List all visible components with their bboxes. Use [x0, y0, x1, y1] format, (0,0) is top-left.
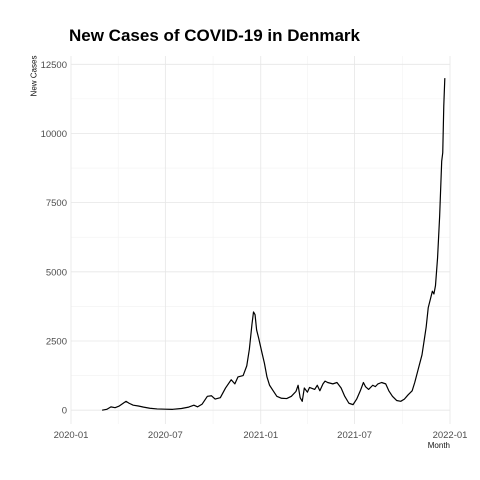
y-tick-label: 10000 [41, 129, 67, 140]
y-tick-label: 2500 [46, 336, 67, 347]
x-tick-label: 2020-07 [148, 430, 183, 441]
x-tick-labels: 2020-01 2020-07 2021-01 2021-07 2022-01 [54, 430, 468, 441]
x-tick-label: 2021-01 [243, 430, 278, 441]
x-tick-label: 2022-01 [433, 430, 468, 441]
y-tick-label: 0 [62, 406, 67, 417]
y-tick-label: 12500 [41, 60, 67, 71]
y-tick-label: 5000 [46, 267, 67, 278]
major-gridlines [70, 56, 451, 424]
y-tick-labels: 0 2500 5000 7500 10000 12500 [41, 60, 67, 417]
chart-title: New Cases of COVID-19 in Denmark [69, 26, 360, 45]
y-tick-label: 7500 [46, 198, 67, 209]
cases-line [102, 78, 446, 411]
x-axis-label: Month [427, 441, 450, 450]
x-tick-label: 2021-07 [337, 430, 372, 441]
x-tick-label: 2020-01 [54, 430, 89, 441]
